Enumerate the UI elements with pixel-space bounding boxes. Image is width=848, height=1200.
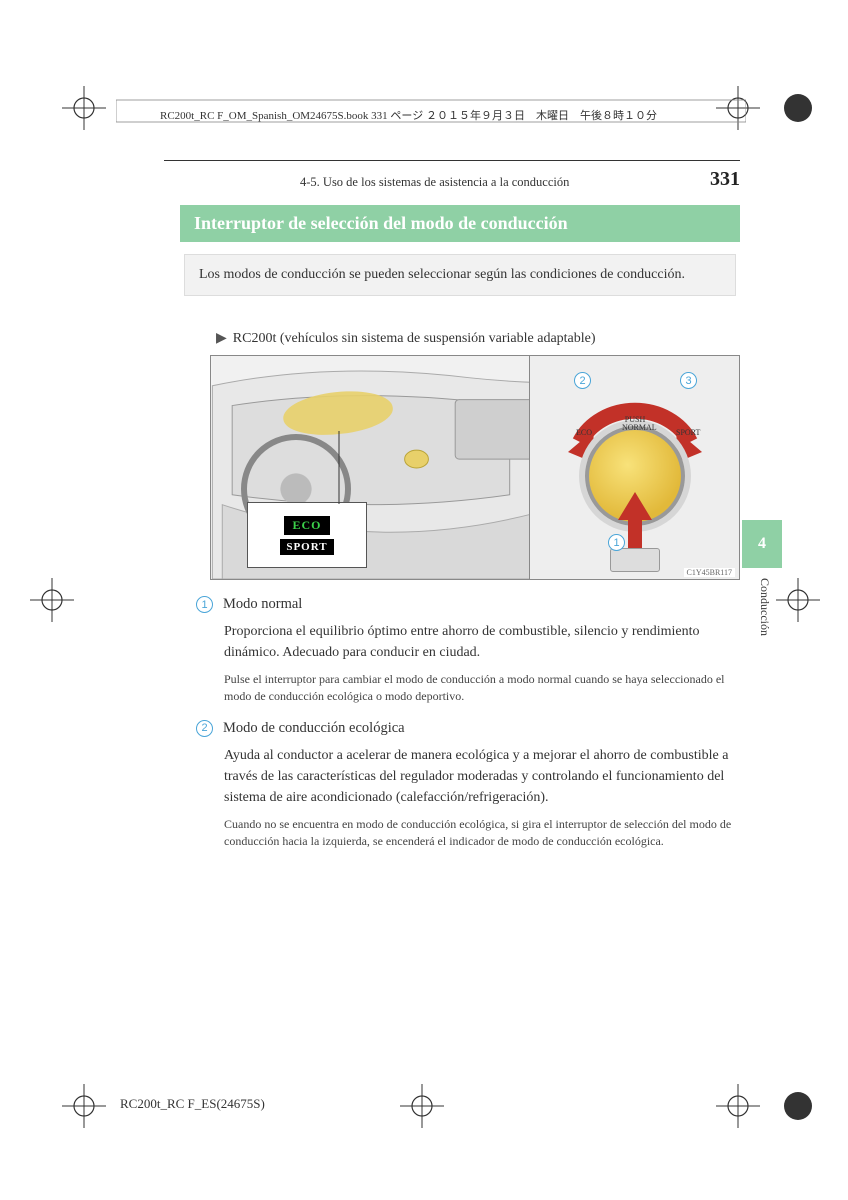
dial-panel: PUSH NORMAL ECO SPORT 2 3 1	[529, 356, 739, 580]
figure-drive-mode: ECO SPORT PUSH NORMAL ECO SPORT 2 3 1 C1…	[210, 355, 740, 580]
list-item: 1 Modo normal Proporciona el equilibrio …	[196, 596, 740, 706]
item-note-1: Pulse el interruptor para cambiar el mod…	[224, 671, 740, 706]
variant-text: RC200t (vehículos sin sistema de suspens…	[233, 331, 596, 346]
dial-label-sport: SPORT	[676, 428, 700, 437]
dial-label-eco: ECO	[576, 428, 592, 437]
page-title: Interruptor de selección del modo de con…	[180, 205, 740, 242]
item-number-2: 2	[196, 720, 213, 737]
section-label: 4-5. Uso de los sistemas de asistencia a…	[300, 175, 569, 190]
crop-mark-bc	[400, 1084, 444, 1128]
figure-code: C1Y45BR117	[684, 568, 736, 577]
item-number-1: 1	[196, 596, 213, 613]
dial-base	[610, 548, 660, 572]
eco-badge: ECO	[284, 516, 329, 535]
variant-line: ▶ RC200t (vehículos sin sistema de suspen…	[216, 330, 596, 347]
callout-2: 2	[574, 372, 591, 389]
crop-mark-tl	[62, 86, 106, 130]
crop-mark-mr	[776, 578, 820, 622]
crop-mark-ml	[30, 578, 74, 622]
crop-mark-br-inner	[716, 1084, 760, 1128]
page-number: 331	[710, 168, 740, 191]
crop-mark-bl	[62, 1084, 106, 1128]
item-title-1: Modo normal	[223, 596, 302, 613]
book-meta-line: RC200t_RC F_OM_Spanish_OM24675S.book 331…	[160, 107, 657, 123]
triangle-bullet-icon: ▶	[216, 330, 227, 347]
item-title-2: Modo de conducción ecológica	[223, 720, 405, 737]
list-item: 2 Modo de conducción ecológica Ayuda al …	[196, 720, 740, 851]
content-list: 1 Modo normal Proporciona el equilibrio …	[196, 596, 740, 865]
item-body-1: Proporciona el equilibrio óptimo entre a…	[224, 621, 740, 663]
crop-mark-tr-outer	[776, 86, 820, 130]
chapter-tab: 4	[742, 520, 782, 568]
dial-label-push: PUSH NORMAL	[622, 416, 648, 432]
item-note-2: Cuando no se encuentra en modo de conduc…	[224, 816, 740, 851]
crop-mark-br-outer	[776, 1084, 820, 1128]
callout-leader-line	[331, 426, 391, 516]
intro-box: Los modos de conducción se pueden selecc…	[184, 254, 736, 296]
header-rule	[164, 160, 740, 161]
callout-3: 3	[680, 372, 697, 389]
chapter-side-label: Conducción	[757, 578, 772, 636]
footer-code: RC200t_RC F_ES(24675S)	[120, 1096, 265, 1112]
item-body-2: Ayuda al conductor a acelerar de manera …	[224, 745, 740, 808]
callout-1: 1	[608, 534, 625, 551]
sport-badge: SPORT	[280, 539, 333, 555]
